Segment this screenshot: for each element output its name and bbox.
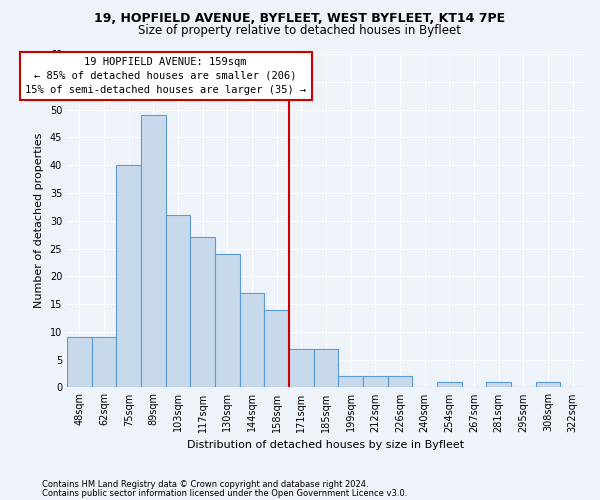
Bar [215, 254, 240, 388]
Bar [190, 238, 215, 388]
Bar [388, 376, 412, 388]
Bar [487, 382, 511, 388]
Text: Contains HM Land Registry data © Crown copyright and database right 2024.: Contains HM Land Registry data © Crown c… [42, 480, 368, 489]
Text: 19 HOPFIELD AVENUE: 159sqm
← 85% of detached houses are smaller (206)
15% of sem: 19 HOPFIELD AVENUE: 159sqm ← 85% of deta… [25, 57, 307, 95]
Bar [289, 348, 314, 388]
Bar [92, 338, 116, 388]
Bar [338, 376, 363, 388]
Bar [116, 165, 141, 388]
Bar [265, 310, 289, 388]
Text: 19, HOPFIELD AVENUE, BYFLEET, WEST BYFLEET, KT14 7PE: 19, HOPFIELD AVENUE, BYFLEET, WEST BYFLE… [94, 12, 506, 26]
Text: Size of property relative to detached houses in Byfleet: Size of property relative to detached ho… [139, 24, 461, 37]
Bar [536, 382, 560, 388]
Text: Contains public sector information licensed under the Open Government Licence v3: Contains public sector information licen… [42, 488, 407, 498]
Bar [363, 376, 388, 388]
Bar [166, 215, 190, 388]
Y-axis label: Number of detached properties: Number of detached properties [34, 133, 44, 308]
Bar [314, 348, 338, 388]
Bar [141, 115, 166, 388]
Bar [240, 293, 265, 388]
Bar [437, 382, 461, 388]
X-axis label: Distribution of detached houses by size in Byfleet: Distribution of detached houses by size … [187, 440, 464, 450]
Bar [67, 338, 92, 388]
